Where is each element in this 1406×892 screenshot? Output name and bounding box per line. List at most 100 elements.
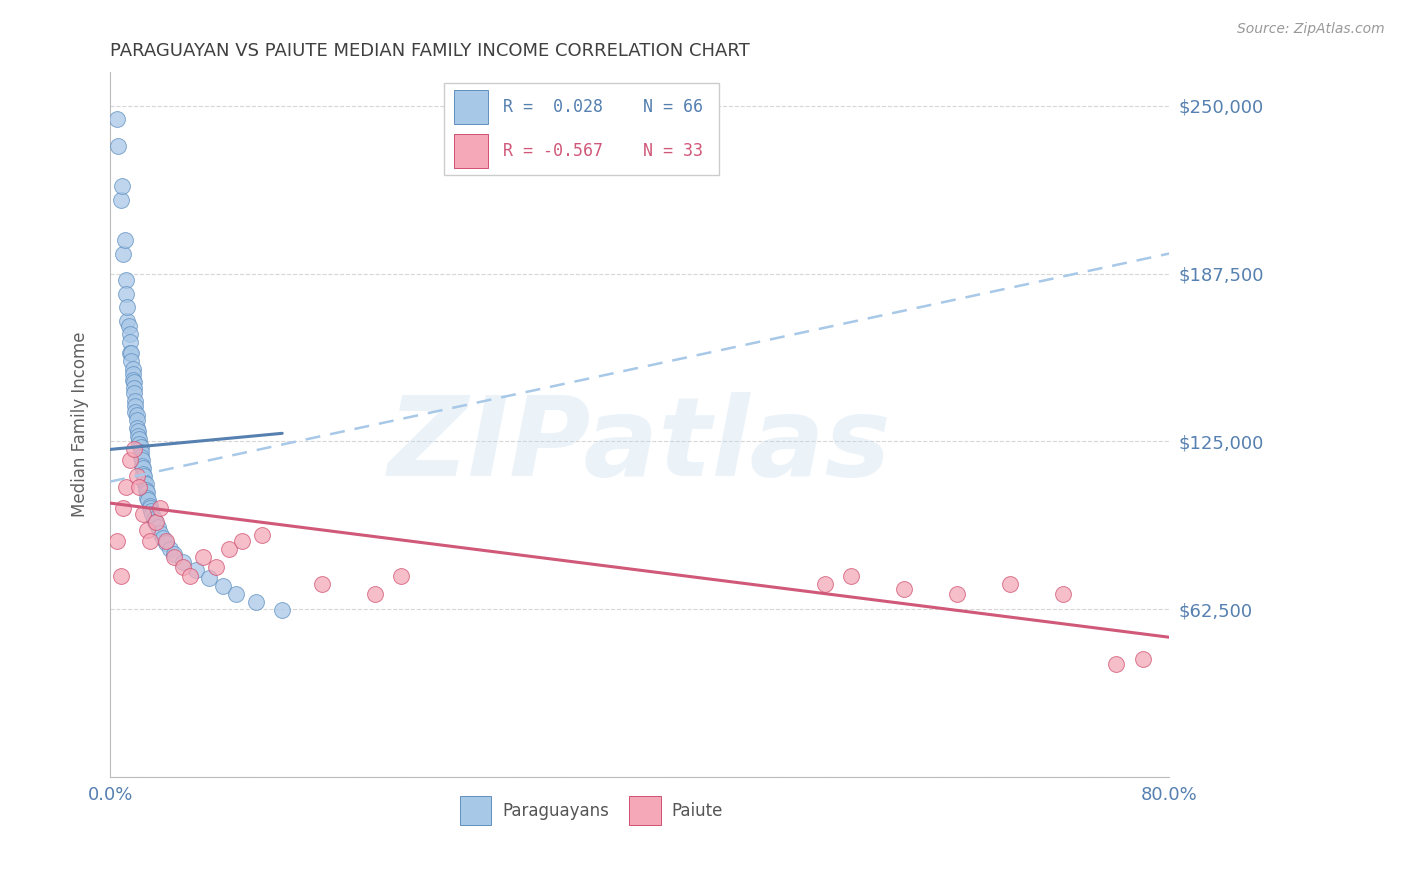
Point [143,515,166,529]
Point [245,595,267,609]
Point [135,477,157,491]
Point [118,335,141,350]
Text: Paraguayans: Paraguayans [502,802,609,820]
Point [112,501,135,516]
Point [172,560,194,574]
Point [132,467,155,481]
Point [946,587,969,601]
Point [129,440,152,454]
Point [145,515,167,529]
Point [389,568,412,582]
Point [127,424,149,438]
Point [117,318,139,333]
Point [271,603,294,617]
Point [118,346,141,360]
Point [146,520,169,534]
Point [121,373,143,387]
Point [117,313,139,327]
Point [115,273,138,287]
Text: ZIPatlas: ZIPatlas [388,392,891,500]
Point [252,528,274,542]
Point [122,386,145,401]
Point [132,461,155,475]
Point [162,549,184,564]
Point [149,501,172,516]
Point [364,587,387,601]
Point [131,458,153,473]
Y-axis label: Median Family Income: Median Family Income [72,332,89,517]
Point [184,563,207,577]
Point [1105,657,1128,671]
Point [110,193,132,207]
Point [128,480,150,494]
Point [136,491,159,505]
Point [1052,587,1074,601]
Point [172,555,194,569]
Point [124,394,146,409]
Point [132,507,155,521]
Point [841,568,863,582]
Point [198,571,221,585]
Text: Paiute: Paiute [672,802,723,820]
Point [139,501,162,516]
Point [139,533,162,548]
Point [112,246,135,260]
Point [139,504,162,518]
Point [155,533,177,548]
Text: PARAGUAYAN VS PAIUTE MEDIAN FAMILY INCOME CORRELATION CHART: PARAGUAYAN VS PAIUTE MEDIAN FAMILY INCOM… [110,42,749,60]
FancyBboxPatch shape [444,83,718,175]
Point [179,568,201,582]
Point [115,480,138,494]
FancyBboxPatch shape [454,134,488,168]
Point [122,381,145,395]
Point [138,493,160,508]
Point [205,560,228,574]
Point [110,568,132,582]
Point [141,507,163,521]
Point [125,413,148,427]
Point [129,445,152,459]
Point [129,450,152,465]
Point [152,531,174,545]
Point [814,576,837,591]
Point [893,582,915,596]
Point [1132,651,1154,665]
Point [120,346,142,360]
Point [111,179,134,194]
Point [128,437,150,451]
Point [159,541,181,556]
Point [124,405,146,419]
Point [117,300,139,314]
FancyBboxPatch shape [460,797,491,825]
Point [121,362,143,376]
Point [311,576,333,591]
Point [122,442,145,457]
Point [139,499,162,513]
Point [155,536,177,550]
Point [122,376,145,390]
Point [142,512,165,526]
Point [124,400,146,414]
Point [131,453,153,467]
Point [225,587,247,601]
Point [118,326,141,341]
Point [231,533,253,548]
Text: R =  0.028    N = 66: R = 0.028 N = 66 [503,98,703,116]
Point [127,429,149,443]
Point [136,485,159,500]
Point [105,112,128,127]
Text: R = -0.567    N = 33: R = -0.567 N = 33 [503,142,703,160]
Point [191,549,214,564]
Point [135,483,157,497]
Point [218,541,240,556]
Point [125,421,148,435]
Point [128,432,150,446]
Point [125,469,148,483]
Point [105,533,128,548]
Point [120,354,142,368]
Point [125,408,148,422]
Point [115,286,138,301]
Point [114,233,136,247]
Point [107,139,129,153]
Point [162,547,184,561]
